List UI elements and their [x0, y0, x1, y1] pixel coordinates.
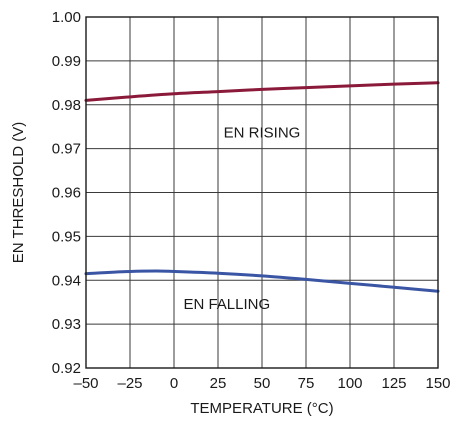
x-tick-label: –50 [73, 375, 98, 392]
annotations: EN RISING EN FALLING [183, 125, 300, 313]
y-tick-labels: 0.92 0.93 0.94 0.95 0.96 0.97 0.98 0.99 1.00 [52, 9, 81, 377]
y-axis-label: EN THRESHOLD (V) [10, 122, 27, 263]
x-tick-label: 50 [254, 375, 271, 392]
series-lines [84, 81, 440, 293]
x-tick-label: 75 [298, 375, 315, 392]
series-line-en-rising [84, 81, 440, 102]
annotation-label: EN FALLING [183, 296, 270, 313]
x-tick-label: 25 [210, 375, 227, 392]
annotation-label: EN RISING [224, 125, 301, 142]
y-tick-label: 0.96 [52, 185, 81, 202]
x-tick-label: 125 [381, 375, 406, 392]
x-tick-labels: –50 –25 0 25 50 75 100 125 150 [73, 375, 450, 392]
y-tick-label: 0.92 [52, 360, 81, 377]
y-tick-label: 0.93 [52, 316, 81, 333]
series-line-en-falling [84, 269, 440, 293]
y-tick-label: 0.98 [52, 97, 81, 114]
x-tick-label: 0 [170, 375, 178, 392]
y-tick-label: 0.97 [52, 141, 81, 158]
x-tick-label: 150 [425, 375, 450, 392]
x-tick-label: –25 [117, 375, 142, 392]
y-tick-label: 0.99 [52, 53, 81, 70]
plot-frame [85, 16, 439, 369]
grid [85, 16, 439, 369]
x-axis-label: TEMPERATURE (°C) [190, 400, 333, 417]
y-tick-label: 0.94 [52, 272, 81, 289]
y-tick-label: 1.00 [52, 9, 81, 26]
x-tick-label: 100 [337, 375, 362, 392]
y-tick-label: 0.95 [52, 228, 81, 245]
